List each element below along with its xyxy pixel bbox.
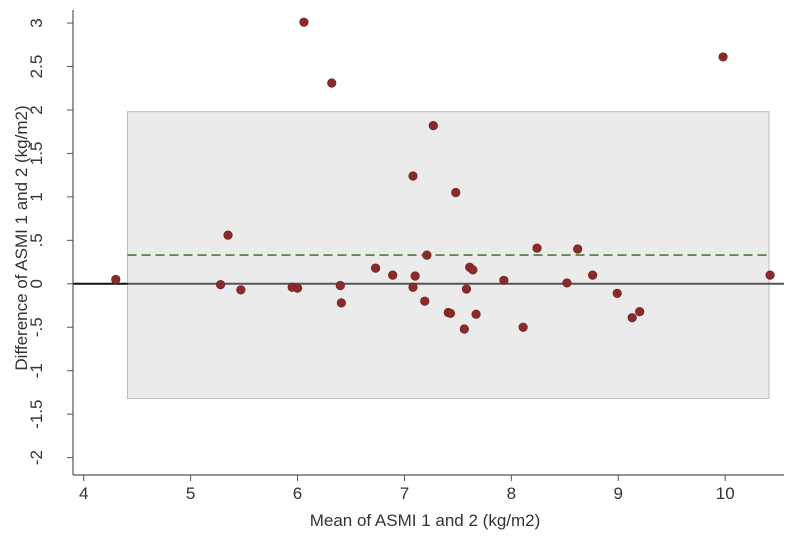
y-axis-title: Difference of ASMI 1 and 2 (kg/m2)	[12, 105, 31, 370]
data-point	[588, 270, 598, 280]
x-tick-label: 5	[186, 484, 195, 503]
y-tick-label: -1.5	[27, 400, 46, 429]
data-point	[388, 270, 398, 280]
data-point	[459, 324, 469, 334]
x-tick-label: 4	[79, 484, 88, 503]
axes-layer: 32.521.51.50-.5-1-1.5-24 5 6 7 8 9 10	[27, 10, 784, 503]
data-point	[765, 270, 775, 280]
y-tick-label: 0	[27, 279, 46, 288]
data-point	[408, 282, 418, 292]
data-point	[573, 244, 583, 254]
data-point	[499, 275, 509, 285]
data-point	[428, 120, 438, 131]
data-point	[420, 296, 430, 306]
data-point	[451, 187, 461, 198]
data-point	[422, 250, 432, 260]
data-point	[562, 278, 572, 288]
y-tick-label: 2	[27, 105, 46, 114]
data-point	[215, 280, 226, 290]
y-tick-label: -1	[27, 363, 46, 378]
limits-of-agreement-region	[127, 111, 770, 400]
data-point	[461, 284, 472, 294]
data-point	[612, 288, 622, 298]
y-tick-label: .5	[27, 233, 46, 247]
y-tick-label: -2	[27, 450, 46, 465]
data-point	[111, 274, 121, 285]
data-point	[532, 243, 542, 253]
data-point	[635, 306, 645, 317]
x-tick-label: 9	[614, 484, 623, 503]
data-point	[335, 280, 345, 291]
data-point	[299, 17, 309, 27]
data-point	[471, 309, 481, 319]
data-point	[718, 52, 728, 62]
y-tick-label: 1.5	[27, 142, 46, 166]
data-point	[236, 285, 246, 295]
data-point	[410, 271, 420, 281]
data-point	[408, 171, 418, 181]
data-point	[336, 298, 346, 308]
x-tick-label: 6	[293, 484, 302, 503]
x-tick-label: 10	[716, 484, 735, 503]
x-tick-label: 8	[507, 484, 516, 503]
data-point	[468, 265, 478, 275]
data-point	[445, 308, 456, 318]
y-tick-label: 3	[27, 18, 46, 27]
data-point	[627, 313, 637, 323]
data-points-layer	[111, 17, 775, 334]
y-tick-label: 1	[27, 192, 46, 201]
data-point	[518, 322, 528, 332]
y-tick-label: 2.5	[27, 55, 46, 79]
data-point	[223, 230, 233, 240]
data-point	[292, 283, 303, 293]
y-tick-label: -.5	[27, 317, 46, 337]
data-point	[370, 263, 381, 273]
x-axis-title: Mean of ASMI 1 and 2 (kg/m2)	[310, 511, 541, 530]
data-point	[327, 78, 337, 88]
agreement-region-layer	[127, 111, 770, 400]
x-tick-label: 7	[400, 484, 409, 503]
reference-lines-layer	[73, 254, 784, 285]
